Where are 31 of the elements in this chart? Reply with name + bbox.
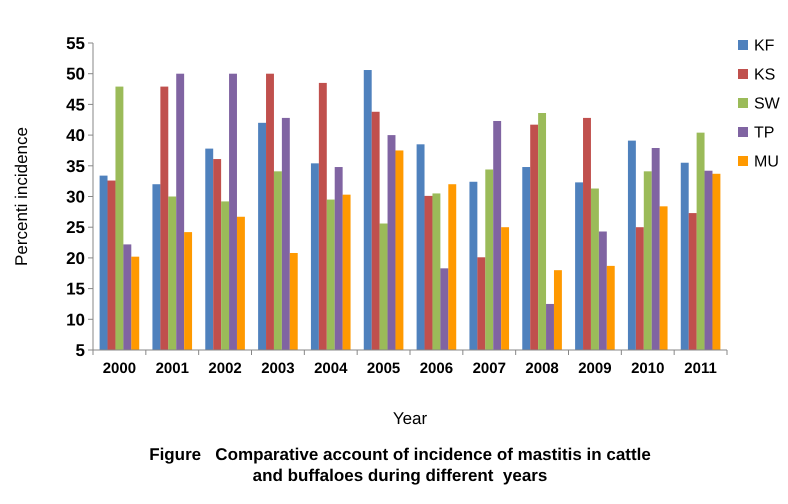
x-tick-label: 2007 xyxy=(472,360,506,377)
y-tick-label: 25 xyxy=(66,218,85,238)
y-tick-label: 50 xyxy=(66,64,85,84)
text: Figure Comparative account of incidence of mastitis in cattle and buffaloes during different years xyxy=(149,445,651,485)
y-tick-label: 20 xyxy=(66,248,85,268)
x-tick-label: 2010 xyxy=(631,360,664,377)
legend-label: TP xyxy=(754,124,774,142)
x-tick-label: 2003 xyxy=(261,360,295,377)
legend-label: KS xyxy=(754,66,776,84)
legend-label: SW xyxy=(754,96,781,113)
y-tick-label: 15 xyxy=(66,280,85,299)
x-tick-label: 2008 xyxy=(525,360,559,377)
y-tick-label: 40 xyxy=(66,126,85,146)
y-tick-label: 30 xyxy=(66,187,85,206)
x-tick-label: 2000 xyxy=(102,360,136,377)
y-tick-label: 5 xyxy=(76,340,85,360)
y-tick-label: 35 xyxy=(66,156,85,176)
y-tick-label: 45 xyxy=(66,95,85,114)
legend-label: MU xyxy=(754,154,779,171)
x-tick-label: 2001 xyxy=(156,360,189,377)
x-tick-label: 2004 xyxy=(314,360,348,377)
y-tick-label: 10 xyxy=(66,310,85,330)
y-axis-title: Percenti incidence xyxy=(12,127,31,266)
legend-label: KF xyxy=(754,38,775,55)
x-tick-label: 2002 xyxy=(208,360,242,377)
x-tick-label: 2011 xyxy=(684,360,717,377)
x-tick-label: 2009 xyxy=(578,360,612,377)
y-tick-label: 55 xyxy=(66,34,85,53)
x-axis-title: Year xyxy=(392,409,428,428)
x-tick-label: 2005 xyxy=(366,360,400,377)
x-tick-label: 2006 xyxy=(420,360,454,377)
